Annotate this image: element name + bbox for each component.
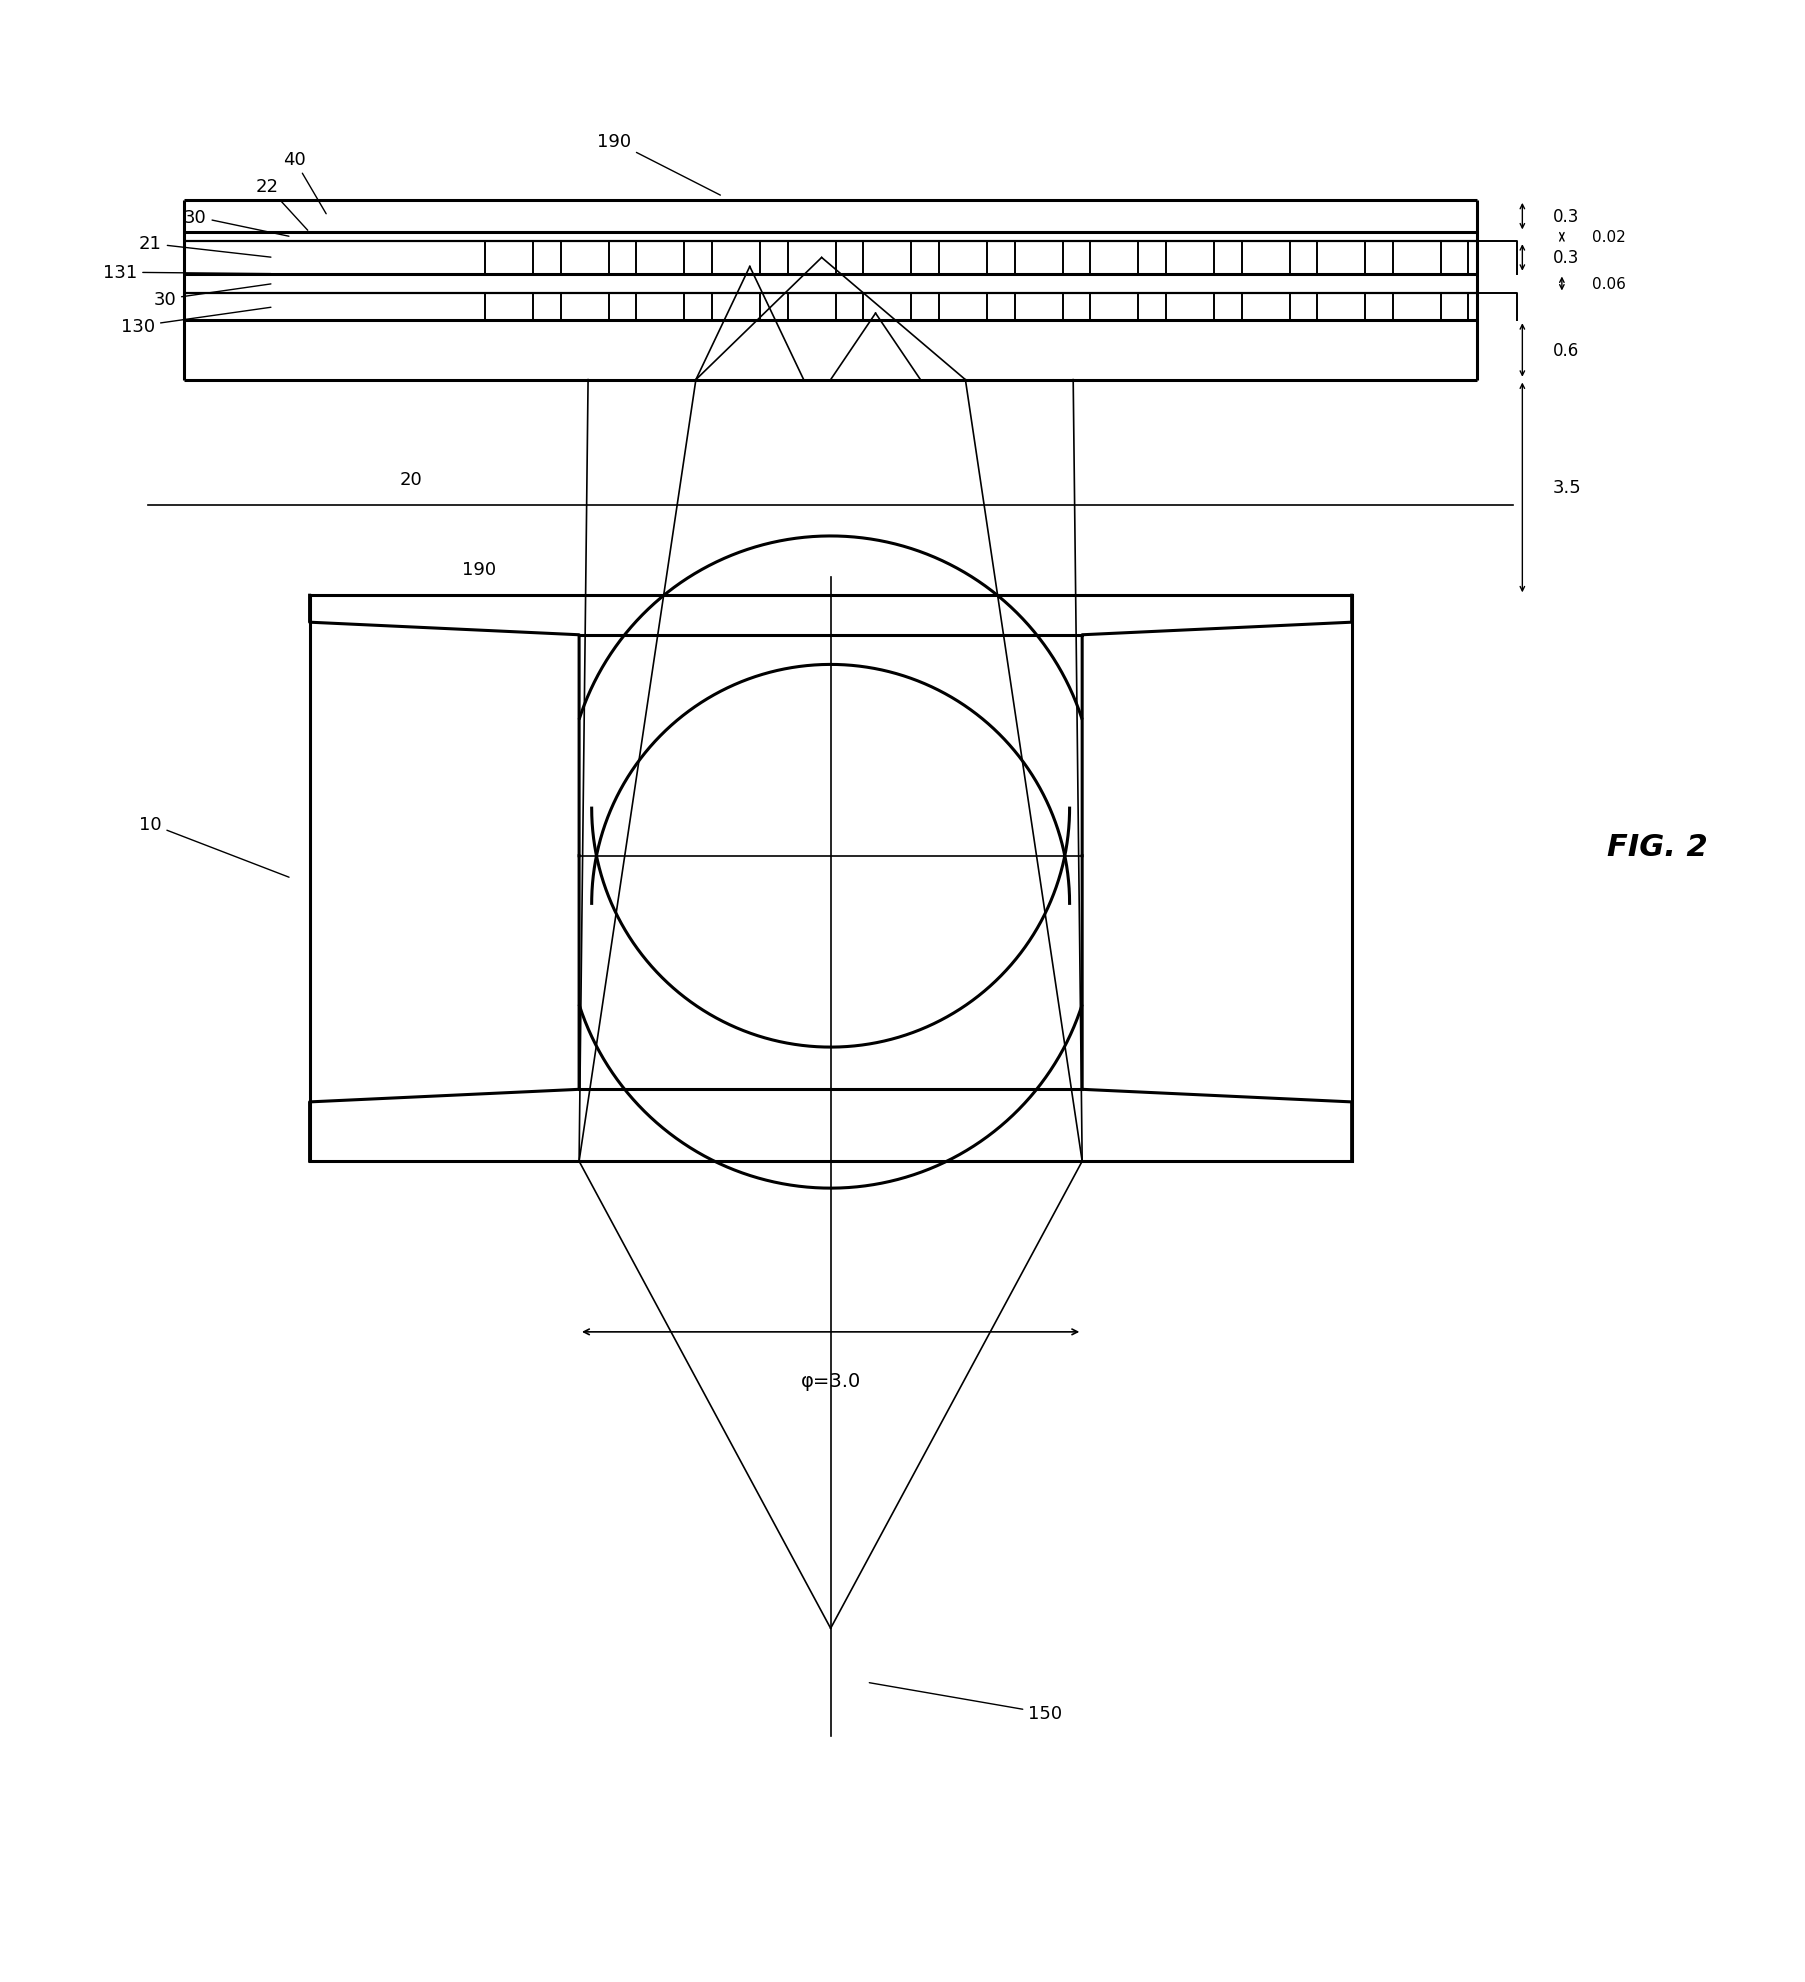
Text: 0.02: 0.02	[1592, 230, 1626, 246]
Text: 131: 131	[103, 264, 271, 281]
Text: 0.06: 0.06	[1592, 277, 1626, 291]
Text: 190: 190	[462, 561, 496, 579]
Text: 30: 30	[153, 285, 271, 309]
Text: FIG. 2: FIG. 2	[1606, 832, 1708, 862]
Text: 20: 20	[399, 470, 422, 490]
Text: φ=3.0: φ=3.0	[800, 1372, 861, 1391]
Text: 3.5: 3.5	[1552, 480, 1581, 497]
Text: 22: 22	[256, 178, 307, 232]
Text: 0.6: 0.6	[1552, 341, 1579, 361]
Text: 130: 130	[121, 307, 271, 337]
Text: 0.3: 0.3	[1552, 208, 1579, 226]
Text: 21: 21	[139, 236, 271, 258]
Text: 190: 190	[597, 133, 720, 196]
Text: 150: 150	[870, 1683, 1063, 1722]
Text: 10: 10	[139, 815, 289, 878]
Text: 30: 30	[184, 208, 289, 238]
Text: 40: 40	[283, 151, 327, 214]
Text: 0.3: 0.3	[1552, 250, 1579, 268]
